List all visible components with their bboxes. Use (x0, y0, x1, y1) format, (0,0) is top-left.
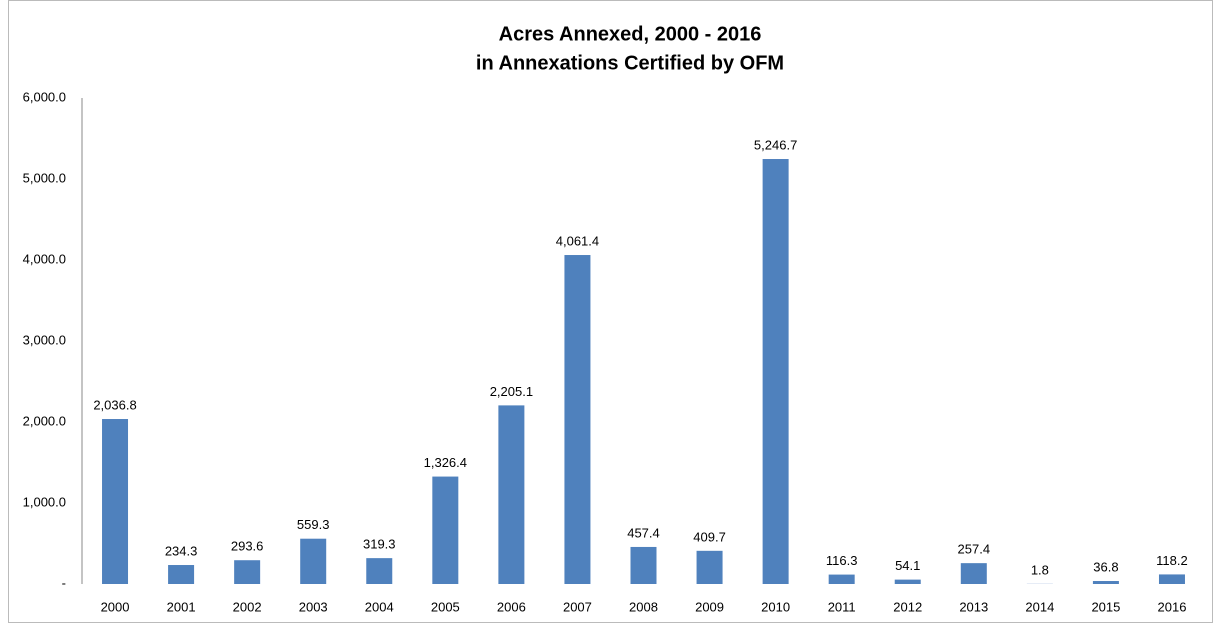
chart-subtitle: in Annexations Certified by OFM (476, 52, 784, 74)
x-tick-label: 2010 (761, 599, 790, 614)
chart-border (8, 0, 1213, 623)
data-label: 4,061.4 (556, 233, 599, 248)
data-label: 457.4 (627, 525, 660, 540)
data-label: 559.3 (297, 517, 330, 532)
bar (102, 419, 129, 584)
x-tick-label: 2008 (629, 599, 658, 614)
bar (894, 579, 921, 584)
bar (1158, 574, 1185, 584)
y-tick-label: - (62, 575, 66, 590)
bar (432, 476, 459, 584)
x-tick-label: 2006 (497, 599, 526, 614)
y-tick-label: 4,000.0 (23, 251, 66, 266)
data-label: 2,205.1 (490, 384, 533, 399)
bar (564, 255, 591, 584)
x-tick-label: 2005 (431, 599, 460, 614)
x-tick-label: 2004 (365, 599, 394, 614)
bar (366, 558, 393, 584)
data-label: 36.8 (1093, 559, 1118, 574)
data-label: 116.3 (826, 553, 858, 568)
bar (1092, 581, 1119, 584)
x-tick-label: 2001 (167, 599, 196, 614)
data-label: 5,246.7 (754, 137, 797, 152)
bar (828, 574, 855, 584)
x-tick-label: 2009 (695, 599, 724, 614)
data-label: 319.3 (363, 537, 396, 552)
x-tick-label: 2016 (1158, 599, 1187, 614)
data-label: 54.1 (895, 558, 920, 573)
x-tick-label: 2000 (101, 599, 130, 614)
x-tick-label: 2012 (893, 599, 922, 614)
bar (762, 159, 789, 584)
y-tick-label: 1,000.0 (23, 494, 66, 509)
x-tick-label: 2007 (563, 599, 592, 614)
bar (498, 405, 525, 584)
x-tick-label: 2014 (1025, 599, 1054, 614)
data-label: 257.4 (958, 542, 991, 557)
y-tick-label: 6,000.0 (23, 89, 66, 104)
data-label: 293.6 (231, 539, 264, 554)
x-tick-label: 2003 (299, 599, 328, 614)
data-label: 409.7 (693, 529, 726, 544)
chart-title: Acres Annexed, 2000 - 2016 (499, 23, 762, 45)
x-tick-label: 2002 (233, 599, 262, 614)
bar (300, 538, 327, 584)
bar (696, 550, 723, 584)
x-tick-label: 2015 (1091, 599, 1120, 614)
y-tick-label: 5,000.0 (23, 170, 66, 185)
data-label: 118.2 (1156, 553, 1188, 568)
y-tick-label: 3,000.0 (23, 332, 66, 347)
x-tick-label: 2011 (828, 599, 856, 614)
data-label: 1,326.4 (424, 455, 467, 470)
data-label: 1.8 (1031, 562, 1049, 577)
data-label: 234.3 (165, 543, 198, 558)
bar (234, 560, 261, 584)
bar (630, 546, 657, 584)
bar (960, 563, 987, 584)
y-tick-label: 2,000.0 (23, 413, 66, 428)
x-tick-label: 2013 (959, 599, 988, 614)
bar (168, 565, 195, 584)
data-label: 2,036.8 (93, 397, 136, 412)
